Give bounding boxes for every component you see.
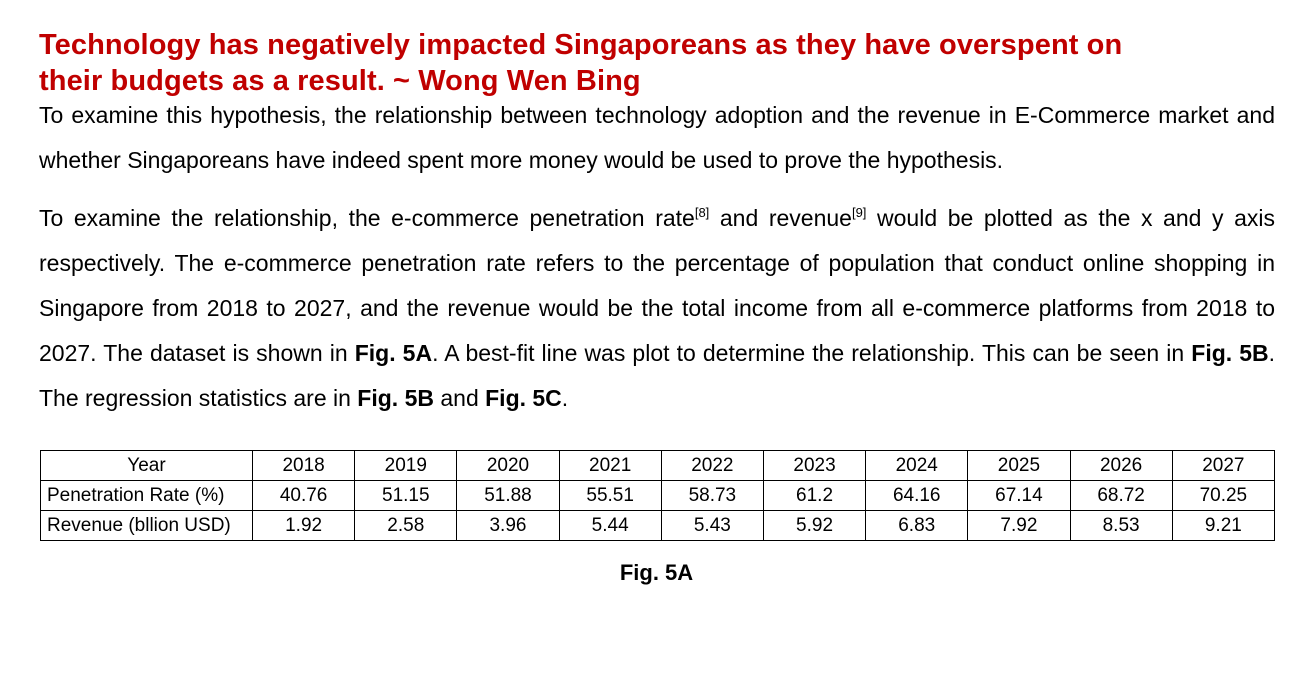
table-cell: 2018 [251,450,356,481]
row-label-revenue: Revenue (bllion USD) [40,510,253,541]
paragraph-method-text-3: would be plotted as the x and y axis res… [39,205,1275,366]
table-cell: 64.16 [865,480,969,511]
table-cell: 61.2 [762,480,867,511]
row-label-year: Year [40,450,253,481]
paragraph-hypothesis: To examine this hypothesis, the relation… [39,102,1275,173]
table-cell: 2023 [762,450,867,481]
paragraph-method-text-6: and [433,385,486,411]
headline-line-1: Technology has negatively impacted Singa… [39,29,1123,61]
table-cell: 2020 [456,450,560,481]
table-cell: 2026 [1069,450,1173,481]
table-cell: 55.51 [558,480,662,511]
dataset-table: Year 2018 2019 2020 2021 2022 2023 2024 … [40,450,1276,541]
document-body: Technology has negatively impacted Singa… [39,27,1275,421]
figure-ref-5b: Fig. 5B [1191,340,1269,366]
table-cell: 1.92 [251,510,356,541]
table-row-revenue: Revenue (bllion USD) 1.92 2.58 3.96 5.44… [40,510,1276,541]
headline: Technology has negatively impacted Singa… [39,27,1275,99]
paragraph-method: To examine the relationship, the e-comme… [39,196,1275,421]
table-cell: 2.58 [354,510,458,541]
table-cell: 2021 [558,450,662,481]
table-cell: 9.21 [1171,510,1276,541]
figure-ref-5b-second: Fig. 5B [357,385,434,411]
table-cell: 2022 [660,450,764,481]
row-label-penetration-rate: Penetration Rate (%) [40,480,253,511]
table-cell: 51.15 [354,480,458,511]
table-cell: 40.76 [251,480,356,511]
table-row-year: Year 2018 2019 2020 2021 2022 2023 2024 … [40,450,1276,481]
table-cell: 70.25 [1171,480,1276,511]
reference-9: [9] [851,205,867,220]
table-cell: 5.43 [660,510,764,541]
table-cell: 7.92 [967,510,1071,541]
dataset-table-container: Year 2018 2019 2020 2021 2022 2023 2024 … [40,450,1276,541]
table-row-penetration-rate: Penetration Rate (%) 40.76 51.15 51.88 5… [40,480,1276,511]
figure-ref-5a: Fig. 5A [354,340,433,366]
table-cell: 51.88 [456,480,560,511]
paragraph-method-text-7: . [561,385,569,411]
figure-caption: Fig. 5A [619,560,694,585]
table-cell: 2024 [865,450,969,481]
table-cell: 8.53 [1069,510,1173,541]
table-cell: 2027 [1171,450,1276,481]
reference-8: [8] [694,205,710,220]
paragraph-method-text-4: . A best-fit line was plot to determine … [432,340,1192,366]
table-cell: 3.96 [456,510,560,541]
table-cell: 2019 [354,450,458,481]
paragraph-method-text-5: . The regression statistics are in [39,340,1276,411]
table-cell: 2025 [967,450,1071,481]
paragraph-method-text-2: and revenue [709,205,852,231]
figure-ref-5c: Fig. 5C [485,385,562,411]
paragraph-method-text-1: To examine the relationship, the e-comme… [39,205,695,231]
table-cell: 67.14 [967,480,1071,511]
headline-line-2: their budgets as a result. ~ Wong Wen Bi… [39,65,641,97]
table-cell: 5.92 [762,510,867,541]
table-cell: 5.44 [558,510,662,541]
table-cell: 68.72 [1069,480,1173,511]
table-cell: 58.73 [660,480,764,511]
table-cell: 6.83 [865,510,969,541]
